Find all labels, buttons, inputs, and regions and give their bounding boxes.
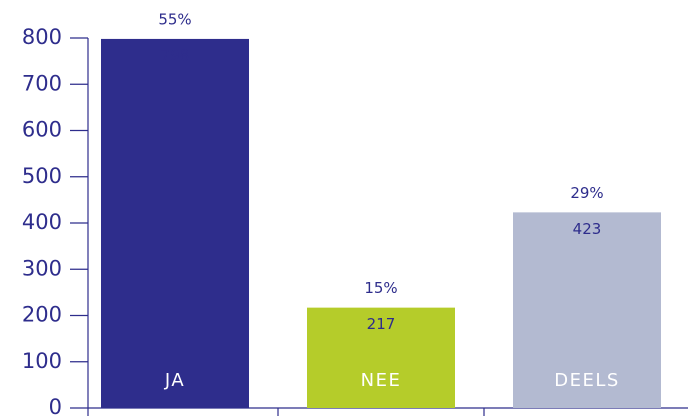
bar <box>101 38 249 409</box>
y-tick-label: 300 <box>22 256 62 280</box>
y-tick-label: 400 <box>22 210 62 234</box>
category-label: NEE <box>361 370 402 391</box>
y-tick-label: 100 <box>22 349 62 373</box>
y-tick-label: 0 <box>49 395 62 416</box>
y-tick-label: 500 <box>22 164 62 188</box>
percentage-label: 55% <box>158 10 191 28</box>
value-label: 798 <box>161 46 190 64</box>
value-label: 217 <box>367 315 396 333</box>
value-label: 423 <box>573 220 602 238</box>
y-tick-label: 800 <box>22 25 62 49</box>
percentage-label: 15% <box>364 279 397 297</box>
bar <box>513 212 661 408</box>
y-tick-label: 600 <box>22 118 62 142</box>
category-label: DEELS <box>554 370 620 391</box>
y-tick-label: 700 <box>22 71 62 95</box>
bar <box>307 307 455 408</box>
percentage-label: 29% <box>570 184 603 202</box>
category-label: JA <box>164 370 185 391</box>
y-tick-label: 200 <box>22 303 62 327</box>
